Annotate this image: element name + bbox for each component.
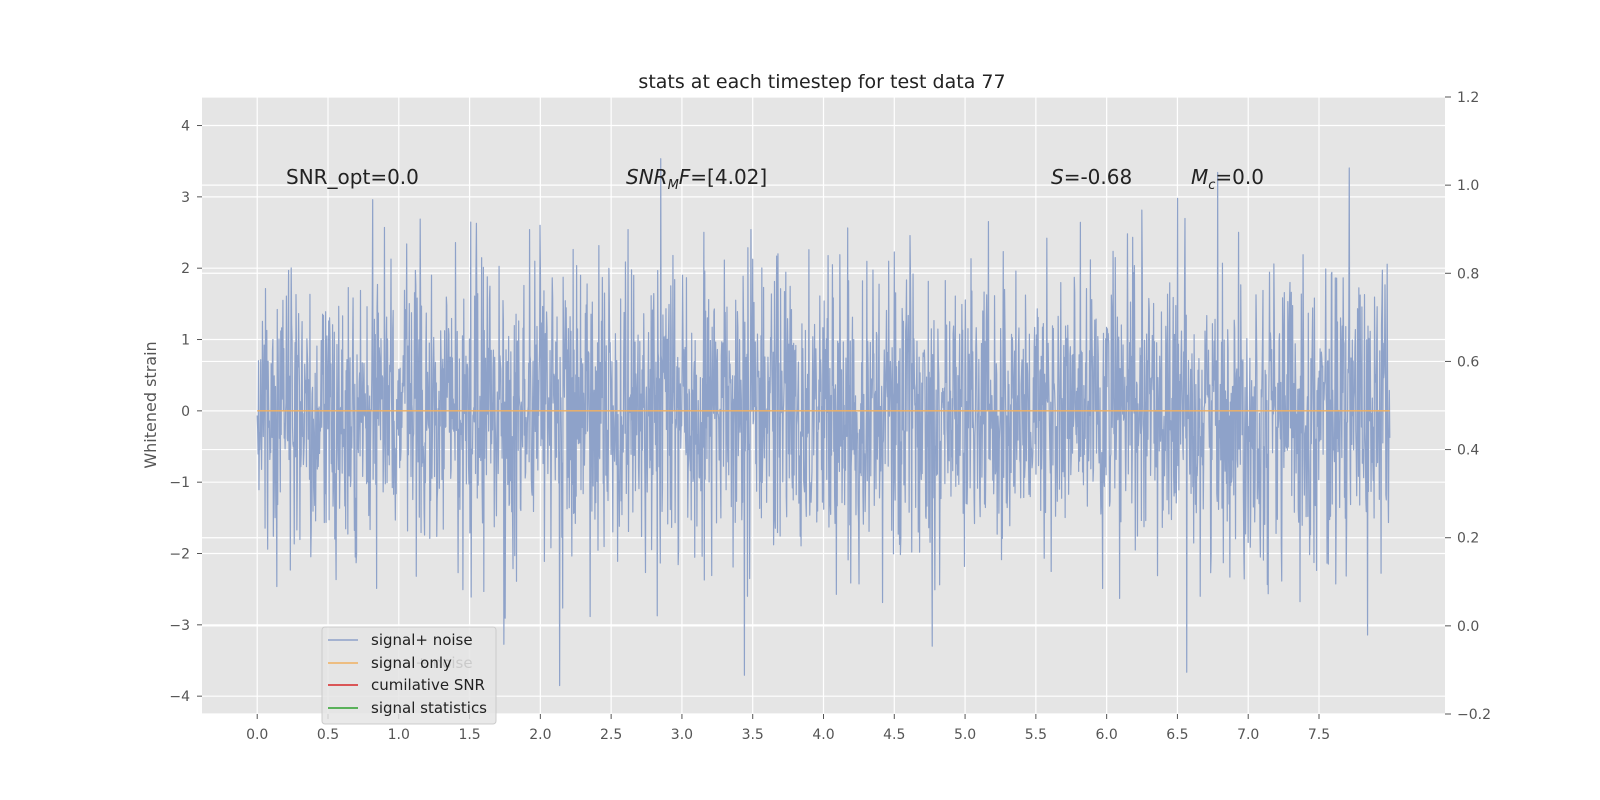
annotation-snr-opt: SNR_opt=0.0	[286, 165, 419, 189]
x-tick-label: 2.0	[529, 727, 551, 743]
y-tick-label: −4	[169, 689, 190, 705]
x-tick-label: 5.5	[1025, 727, 1047, 743]
x-tick-label: 7.0	[1237, 727, 1259, 743]
annotation-s-text: S=-0.68	[1051, 165, 1132, 189]
series-layer	[256, 158, 1391, 687]
legend-label-cumilative-snr: cumilative SNR	[371, 676, 485, 694]
x-tick-label: 4.0	[812, 727, 834, 743]
y-tick-label: −2	[169, 547, 190, 563]
y2-tick-label: 0.4	[1457, 443, 1479, 459]
legend-box	[321, 626, 497, 725]
annotation-snr-mf-text: SNRMF=[4.02]	[626, 165, 767, 193]
annotation-s-value: =-0.68	[1064, 165, 1133, 189]
x-tick-label: 1.5	[458, 727, 480, 743]
y-tick-label: −3	[169, 618, 190, 634]
x-tick-label: 6.5	[1166, 727, 1188, 743]
y-tick-label: 0	[181, 404, 190, 420]
legend-ghost-text: signal+ noise	[371, 654, 473, 672]
annotation-snr-opt-text: SNR_opt=0.0	[286, 165, 419, 189]
annotation-snr-mf-value: =[4.02]	[690, 165, 767, 189]
annotation-snr-mf-sub: M	[668, 178, 679, 193]
x-tick-label: 2.5	[600, 727, 622, 743]
annotation-s: S=-0.68	[1051, 165, 1132, 189]
x-tick-label: 0.0	[246, 727, 268, 743]
legend: signal+ noise signal+ noise signal only …	[321, 626, 497, 725]
annotation-snr-mf-f: F	[679, 165, 691, 189]
y2-tick-label: 0.2	[1457, 531, 1479, 547]
y-axis-label: Whitened strain	[141, 341, 160, 468]
series-signal-noise-line	[256, 158, 1391, 687]
x-tick-label: 5.0	[954, 727, 976, 743]
x-tick-label: 3.5	[742, 727, 764, 743]
y-tick-label: 4	[181, 119, 190, 135]
x-tick-label: 4.5	[883, 727, 905, 743]
legend-label-signal-noise: signal+ noise	[371, 631, 473, 649]
y-tick-label: 1	[181, 333, 190, 349]
legend-label-signal-only: signal only	[371, 654, 452, 672]
annotation-mc-sym: M	[1191, 165, 1208, 189]
annotation-mc-sub: c	[1208, 178, 1215, 193]
y-tick-label: −1	[169, 475, 190, 491]
x-tick-label: 0.5	[317, 727, 339, 743]
y2-tick-label: 0.6	[1457, 354, 1479, 370]
y2-tick-label: 1.2	[1457, 90, 1479, 106]
annotation-snr-mf: SNRMF=[4.02]	[626, 165, 767, 193]
x-tick-label: 3.0	[671, 727, 693, 743]
axes-layer: 0.0 0.5 1.0 1.5 2.0 2.5 3.0 3.5 4.0 4.5 5.0 5.5 6.0 6…	[169, 90, 1491, 743]
y-tick-label: 3	[181, 190, 190, 206]
y2-tick-label: −0.2	[1457, 707, 1491, 723]
x-tick-label: 7.5	[1308, 727, 1330, 743]
x-tick-label: 6.0	[1096, 727, 1118, 743]
y2-tick-label: 0.0	[1457, 619, 1479, 635]
annotation-s-sym: S	[1051, 165, 1064, 189]
annotation-mc: Mc=0.0	[1191, 165, 1264, 193]
legend-label-signal-statistics: signal statistics	[371, 699, 487, 717]
x-tick-label: 1.0	[388, 727, 410, 743]
annotation-mc-value: =0.0	[1215, 165, 1264, 189]
chart-title: stats at each timestep for test data 77	[638, 71, 1005, 93]
y2-tick-label: 0.8	[1457, 266, 1479, 282]
annotation-snr-mf-main: SNR	[626, 165, 668, 189]
y-tick-label: 2	[181, 261, 190, 277]
y2-tick-label: 1.0	[1457, 178, 1479, 194]
annotation-mc-text: Mc=0.0	[1191, 165, 1264, 193]
